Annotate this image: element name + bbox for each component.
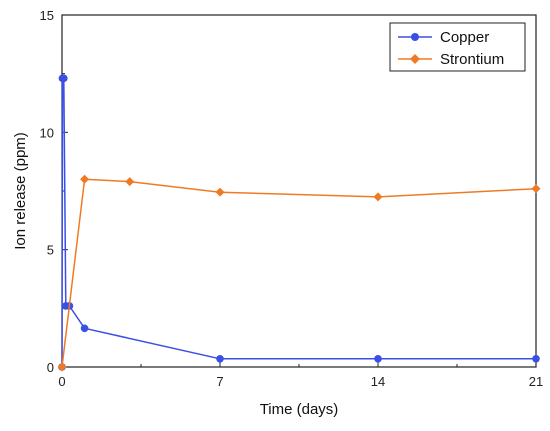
plot-area <box>61 14 537 368</box>
y-tick-label: 15 <box>40 8 54 23</box>
data-point-strontium <box>57 362 67 372</box>
series-layer <box>57 74 541 372</box>
x-tick-label: 7 <box>216 374 223 389</box>
data-point-strontium <box>531 184 541 194</box>
y-tick-label: 0 <box>47 360 54 375</box>
data-point-copper <box>216 354 224 363</box>
legend: Copper Strontium <box>389 22 526 72</box>
legend-marker-strontium <box>410 54 420 64</box>
x-tick-label: 21 <box>529 374 543 389</box>
data-point-copper <box>80 324 89 333</box>
data-point-strontium <box>215 187 225 197</box>
x-tick-label: 14 <box>371 374 385 389</box>
data-point-copper <box>532 354 540 363</box>
data-point-copper <box>374 354 382 363</box>
x-axis-title: Time (days) <box>260 401 339 418</box>
legend-label-strontium: Strontium <box>440 51 504 68</box>
x-tick-label: 0 <box>58 374 65 389</box>
data-point-strontium <box>373 192 383 202</box>
y-axis-title: Ion release (ppm) <box>12 132 29 250</box>
data-point-strontium <box>80 174 90 184</box>
y-tick-label: 5 <box>47 243 54 258</box>
legend-box <box>389 22 526 72</box>
data-point-copper <box>60 74 68 83</box>
y-tick-label: 10 <box>40 125 54 140</box>
legend-marker-copper <box>411 33 419 41</box>
data-point-strontium <box>125 177 135 187</box>
series-line-strontium <box>61 178 537 368</box>
legend-label-copper: Copper <box>440 29 489 46</box>
